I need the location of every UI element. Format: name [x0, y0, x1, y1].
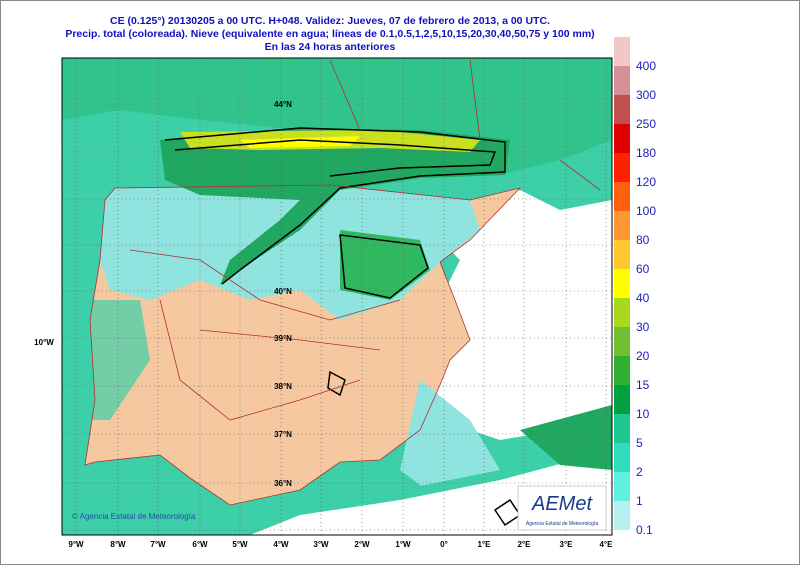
lat-label: 44°N	[274, 100, 292, 109]
legend-label: 100	[636, 204, 656, 218]
legend-swatch	[614, 240, 630, 269]
legend-swatch	[614, 414, 630, 443]
legend-label: 2	[636, 465, 643, 479]
logo: AEMet Agencia Estatal de Meteorología	[517, 485, 607, 531]
lat-label: 36°N	[274, 479, 292, 488]
legend-swatch	[614, 269, 630, 298]
lon-label: 9°W	[68, 540, 84, 549]
lon-label: 10°W	[34, 338, 54, 347]
legend-label: 10	[636, 407, 650, 421]
lon-label: 7°W	[150, 540, 166, 549]
lon-label: 2°E	[518, 540, 532, 549]
legend-swatch	[614, 211, 630, 240]
legend-label: 40	[636, 291, 650, 305]
legend: 0.1 1 2 5 10 15 20 30 40 60 80 100 120 180 250 300 400	[614, 37, 656, 537]
lon-label: 1°W	[395, 540, 411, 549]
logo-subtitle: Agencia Estatal de Meteorología	[526, 521, 598, 527]
legend-swatch	[614, 298, 630, 327]
lon-label: 8°W	[110, 540, 126, 549]
legend-label: 1	[636, 494, 643, 508]
legend-swatch	[614, 356, 630, 385]
legend-label: 0.1	[636, 523, 653, 537]
legend-swatch	[614, 153, 630, 182]
lon-label: 4°W	[273, 540, 289, 549]
title-line: En las 24 horas anteriores	[265, 41, 396, 53]
logo-name: AEMet	[531, 493, 593, 515]
legend-swatch	[614, 472, 630, 501]
lon-label: 5°W	[232, 540, 248, 549]
legend-swatch	[614, 66, 630, 95]
lon-label: 4°E	[600, 540, 614, 549]
legend-swatch	[614, 182, 630, 211]
map	[61, 57, 613, 536]
legend-swatch	[614, 327, 630, 356]
legend-label: 80	[636, 233, 650, 247]
legend-label: 250	[636, 117, 656, 131]
lat-label: 39°N	[274, 334, 292, 343]
legend-label: 120	[636, 175, 656, 189]
title-line: CE (0.125°) 20130205 a 00 UTC. H+048. Va…	[110, 15, 550, 27]
legend-swatch	[614, 95, 630, 124]
lat-label: 40°N	[274, 287, 292, 296]
title-line: Precip. total (coloreada). Nieve (equiva…	[65, 28, 594, 40]
legend-label: 60	[636, 262, 650, 276]
legend-label: 300	[636, 88, 656, 102]
lon-labels: 9°W 8°W 7°W 6°W 5°W 4°W 3°W 2°W 1°W 0° 1°E 2°E 3°E 4°…	[68, 540, 613, 549]
lon-label: 1°E	[478, 540, 492, 549]
credit: © Agencia Estatal de Meteorología	[72, 512, 196, 521]
legend-label: 400	[636, 59, 656, 73]
lon-label: 2°W	[354, 540, 370, 549]
legend-swatch	[614, 124, 630, 153]
lon-label: 3°W	[313, 540, 329, 549]
legend-swatch	[614, 501, 630, 530]
legend-label: 20	[636, 349, 650, 363]
legend-label: 5	[636, 436, 643, 450]
legend-label: 180	[636, 146, 656, 160]
lon-label: 6°W	[192, 540, 208, 549]
legend-swatch	[614, 37, 630, 66]
lon-label: 3°E	[560, 540, 574, 549]
lat-label: 38°N	[274, 382, 292, 391]
lon-label: 0°	[440, 540, 448, 549]
legend-label: 15	[636, 378, 650, 392]
legend-swatch	[614, 385, 630, 414]
lat-label: 37°N	[274, 430, 292, 439]
legend-swatch	[614, 443, 630, 472]
legend-label: 30	[636, 320, 650, 334]
